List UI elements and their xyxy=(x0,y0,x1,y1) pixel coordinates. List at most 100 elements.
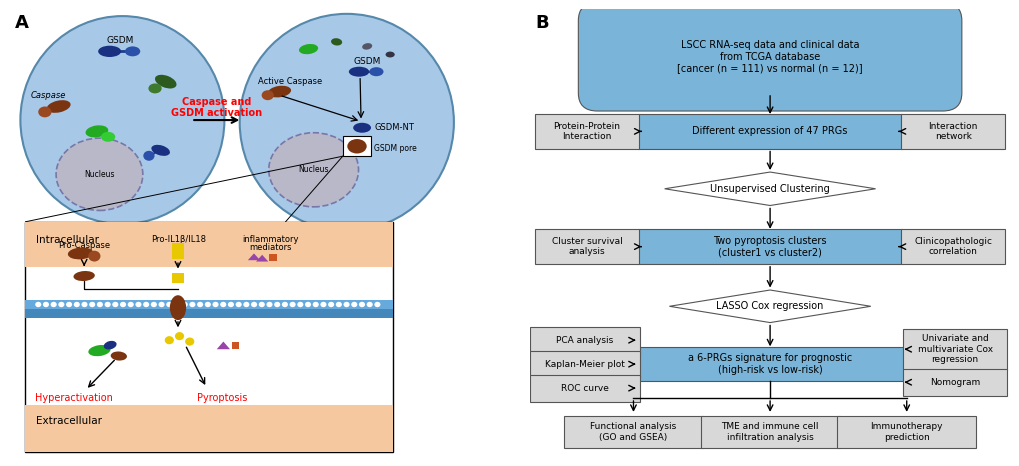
Circle shape xyxy=(89,302,95,307)
Circle shape xyxy=(359,302,365,307)
FancyBboxPatch shape xyxy=(172,243,183,259)
Text: PCA analysis: PCA analysis xyxy=(556,336,613,345)
Text: a 6-PRGs signature for prognostic
(high-risk vs low-risk): a 6-PRGs signature for prognostic (high-… xyxy=(687,353,852,375)
Circle shape xyxy=(289,302,296,307)
Circle shape xyxy=(244,302,250,307)
Circle shape xyxy=(120,302,126,307)
Text: Intracellular: Intracellular xyxy=(36,235,99,245)
Ellipse shape xyxy=(151,145,170,156)
Ellipse shape xyxy=(56,138,143,211)
FancyBboxPatch shape xyxy=(631,347,908,381)
FancyBboxPatch shape xyxy=(902,369,1007,396)
FancyBboxPatch shape xyxy=(837,416,975,448)
Text: Nomogram: Nomogram xyxy=(929,378,979,387)
Circle shape xyxy=(374,302,380,307)
FancyBboxPatch shape xyxy=(530,375,640,402)
FancyBboxPatch shape xyxy=(534,114,639,149)
Ellipse shape xyxy=(73,271,95,281)
Text: inflammatory: inflammatory xyxy=(242,235,299,244)
Ellipse shape xyxy=(104,341,116,350)
Polygon shape xyxy=(664,172,874,206)
Text: Nucleus: Nucleus xyxy=(85,170,114,179)
Circle shape xyxy=(174,302,180,307)
Text: mediators: mediators xyxy=(249,244,291,253)
Circle shape xyxy=(166,302,172,307)
Text: ROC curve: ROC curve xyxy=(560,384,608,393)
Circle shape xyxy=(143,302,149,307)
Ellipse shape xyxy=(346,139,367,153)
Text: Functional analysis
(GO and GSEA): Functional analysis (GO and GSEA) xyxy=(590,422,676,442)
Circle shape xyxy=(105,302,111,307)
Circle shape xyxy=(97,302,103,307)
Circle shape xyxy=(73,302,79,307)
Text: Immunotherapy
prediction: Immunotherapy prediction xyxy=(869,422,942,442)
Circle shape xyxy=(82,302,88,307)
Ellipse shape xyxy=(155,75,176,89)
Polygon shape xyxy=(217,342,230,349)
Circle shape xyxy=(127,302,133,307)
FancyBboxPatch shape xyxy=(530,327,640,354)
FancyBboxPatch shape xyxy=(530,350,640,378)
Ellipse shape xyxy=(239,14,453,231)
Text: Different expression of 47 PRGs: Different expression of 47 PRGs xyxy=(692,126,847,137)
Text: Interaction
network: Interaction network xyxy=(927,122,977,141)
Circle shape xyxy=(366,302,372,307)
FancyBboxPatch shape xyxy=(172,273,183,283)
Circle shape xyxy=(320,302,326,307)
Text: Nucleus: Nucleus xyxy=(299,165,328,174)
Circle shape xyxy=(158,302,164,307)
FancyBboxPatch shape xyxy=(25,300,392,308)
Circle shape xyxy=(220,302,226,307)
Circle shape xyxy=(259,302,265,307)
Text: A: A xyxy=(15,14,30,32)
Text: TME and immune cell
infiltration analysis: TME and immune cell infiltration analysi… xyxy=(720,422,818,442)
Text: Univariate and
multivariate Cox
regression: Univariate and multivariate Cox regressi… xyxy=(917,334,991,364)
Text: Two pyroptosis clusters
(cluster1 vs cluster2): Two pyroptosis clusters (cluster1 vs clu… xyxy=(712,236,826,257)
Text: Cluster survival
analysis: Cluster survival analysis xyxy=(551,237,622,256)
Circle shape xyxy=(335,302,341,307)
Ellipse shape xyxy=(89,345,110,356)
Text: Kaplan-Meier plot: Kaplan-Meier plot xyxy=(544,360,625,369)
Circle shape xyxy=(112,302,118,307)
Circle shape xyxy=(251,302,257,307)
Polygon shape xyxy=(248,254,260,260)
Circle shape xyxy=(313,302,319,307)
Circle shape xyxy=(227,302,233,307)
FancyBboxPatch shape xyxy=(25,405,392,452)
Text: Hyperactivation: Hyperactivation xyxy=(35,393,113,403)
FancyBboxPatch shape xyxy=(700,416,839,448)
Circle shape xyxy=(43,302,49,307)
Ellipse shape xyxy=(362,43,372,50)
Ellipse shape xyxy=(68,247,93,260)
Text: GSDM: GSDM xyxy=(354,57,380,66)
Circle shape xyxy=(343,302,350,307)
Text: Active Caspase: Active Caspase xyxy=(258,77,321,86)
Circle shape xyxy=(51,302,57,307)
Ellipse shape xyxy=(39,107,51,117)
Ellipse shape xyxy=(268,133,359,207)
FancyBboxPatch shape xyxy=(564,416,702,448)
Bar xyxy=(269,254,277,261)
Ellipse shape xyxy=(101,132,115,142)
Ellipse shape xyxy=(98,46,121,57)
Ellipse shape xyxy=(369,67,383,76)
Circle shape xyxy=(197,302,203,307)
Circle shape xyxy=(58,302,64,307)
Text: Protein-Protein
Interaction: Protein-Protein Interaction xyxy=(553,122,620,141)
Circle shape xyxy=(235,302,242,307)
Text: Pro-IL1β/IL18: Pro-IL1β/IL18 xyxy=(151,235,206,244)
Ellipse shape xyxy=(385,52,394,57)
Circle shape xyxy=(165,336,173,344)
Ellipse shape xyxy=(144,151,155,161)
Ellipse shape xyxy=(261,90,273,100)
Ellipse shape xyxy=(353,123,371,133)
Ellipse shape xyxy=(47,100,70,113)
FancyBboxPatch shape xyxy=(638,229,901,264)
FancyBboxPatch shape xyxy=(534,229,639,264)
Polygon shape xyxy=(668,290,870,322)
Text: B: B xyxy=(535,14,548,32)
Ellipse shape xyxy=(299,44,318,54)
Circle shape xyxy=(190,302,196,307)
Ellipse shape xyxy=(268,86,290,97)
FancyBboxPatch shape xyxy=(638,114,901,149)
